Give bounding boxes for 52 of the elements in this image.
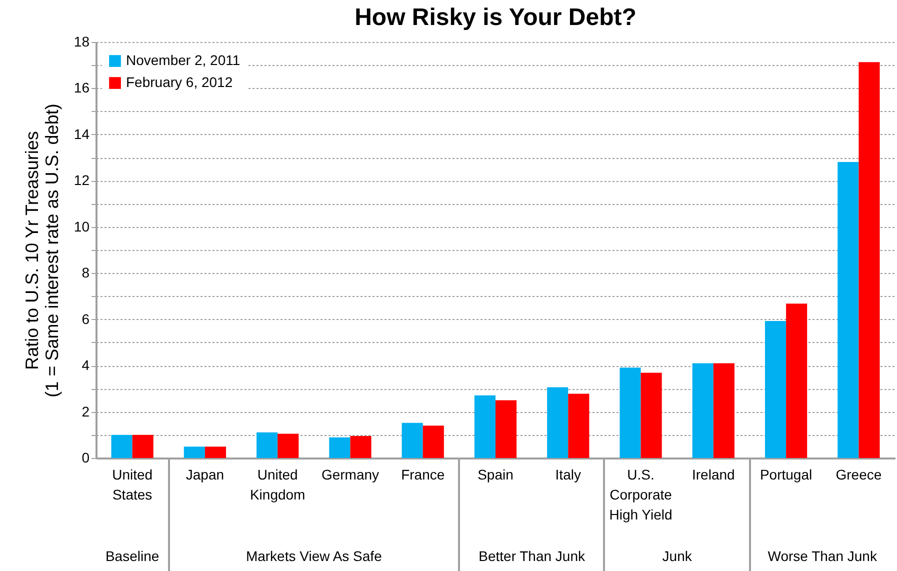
bar — [568, 394, 590, 458]
bar — [713, 363, 734, 458]
y-tick-label: 10 — [74, 218, 90, 234]
bar — [640, 372, 662, 458]
bar — [474, 395, 496, 458]
x-tick-label: Japan — [186, 466, 224, 482]
y-tick-label: 0 — [82, 450, 90, 466]
x-tick-label: Italy — [555, 466, 581, 482]
bar — [184, 446, 205, 458]
x-tick-label: Greece — [836, 466, 882, 482]
text: Better Than Junk — [478, 548, 585, 564]
text: Baseline — [105, 548, 160, 564]
bar — [858, 62, 880, 458]
bar — [838, 162, 859, 458]
bar — [350, 436, 372, 458]
text: Worse Than Junk — [768, 548, 877, 564]
y-tick-label: 16 — [74, 80, 90, 96]
bar — [764, 320, 786, 458]
y-tick-label: 8 — [82, 264, 90, 281]
bar — [256, 432, 278, 458]
x-tick-label: U.S. Corporate High Yield — [609, 466, 672, 522]
x-tick-label: United States — [112, 466, 153, 502]
x-tick-label: United Kingdom — [250, 466, 306, 502]
bar — [547, 387, 568, 458]
x-tick-label: Ireland — [692, 466, 735, 482]
y-tick-label: 12 — [74, 172, 90, 188]
bar — [496, 400, 517, 458]
chart-title: How Risky is Your Debt? — [354, 4, 638, 32]
bar — [111, 434, 132, 458]
legend-label: November 2, 2011 — [126, 52, 240, 68]
bar — [786, 304, 808, 458]
bar — [329, 437, 350, 458]
legend-label: February 6, 2012 — [126, 74, 233, 90]
bar — [422, 426, 444, 458]
y-tick-label: 2 — [82, 403, 90, 420]
bar — [278, 434, 299, 458]
text: Junk — [662, 548, 692, 564]
y-axis-title: Ratio to U.S. 10 Yr Treasuries (1 = Same interest rate as U.S. debt) — [22, 104, 62, 398]
x-tick-label: France — [401, 466, 445, 482]
bar — [132, 434, 154, 458]
y-tick-label: 14 — [74, 126, 90, 142]
y-tick-label: 4 — [82, 357, 90, 374]
x-tick-label: Spain — [478, 466, 514, 482]
y-tick-label: 18 — [74, 34, 90, 50]
bar — [692, 363, 714, 458]
x-tick-label: Portugal — [760, 466, 812, 482]
y-tick-label: 6 — [82, 310, 90, 327]
bar — [620, 368, 641, 458]
x-tick-label: Germany — [321, 466, 380, 482]
bar — [402, 422, 423, 458]
text: Markets View As Safe — [246, 548, 382, 564]
bar — [204, 446, 226, 458]
